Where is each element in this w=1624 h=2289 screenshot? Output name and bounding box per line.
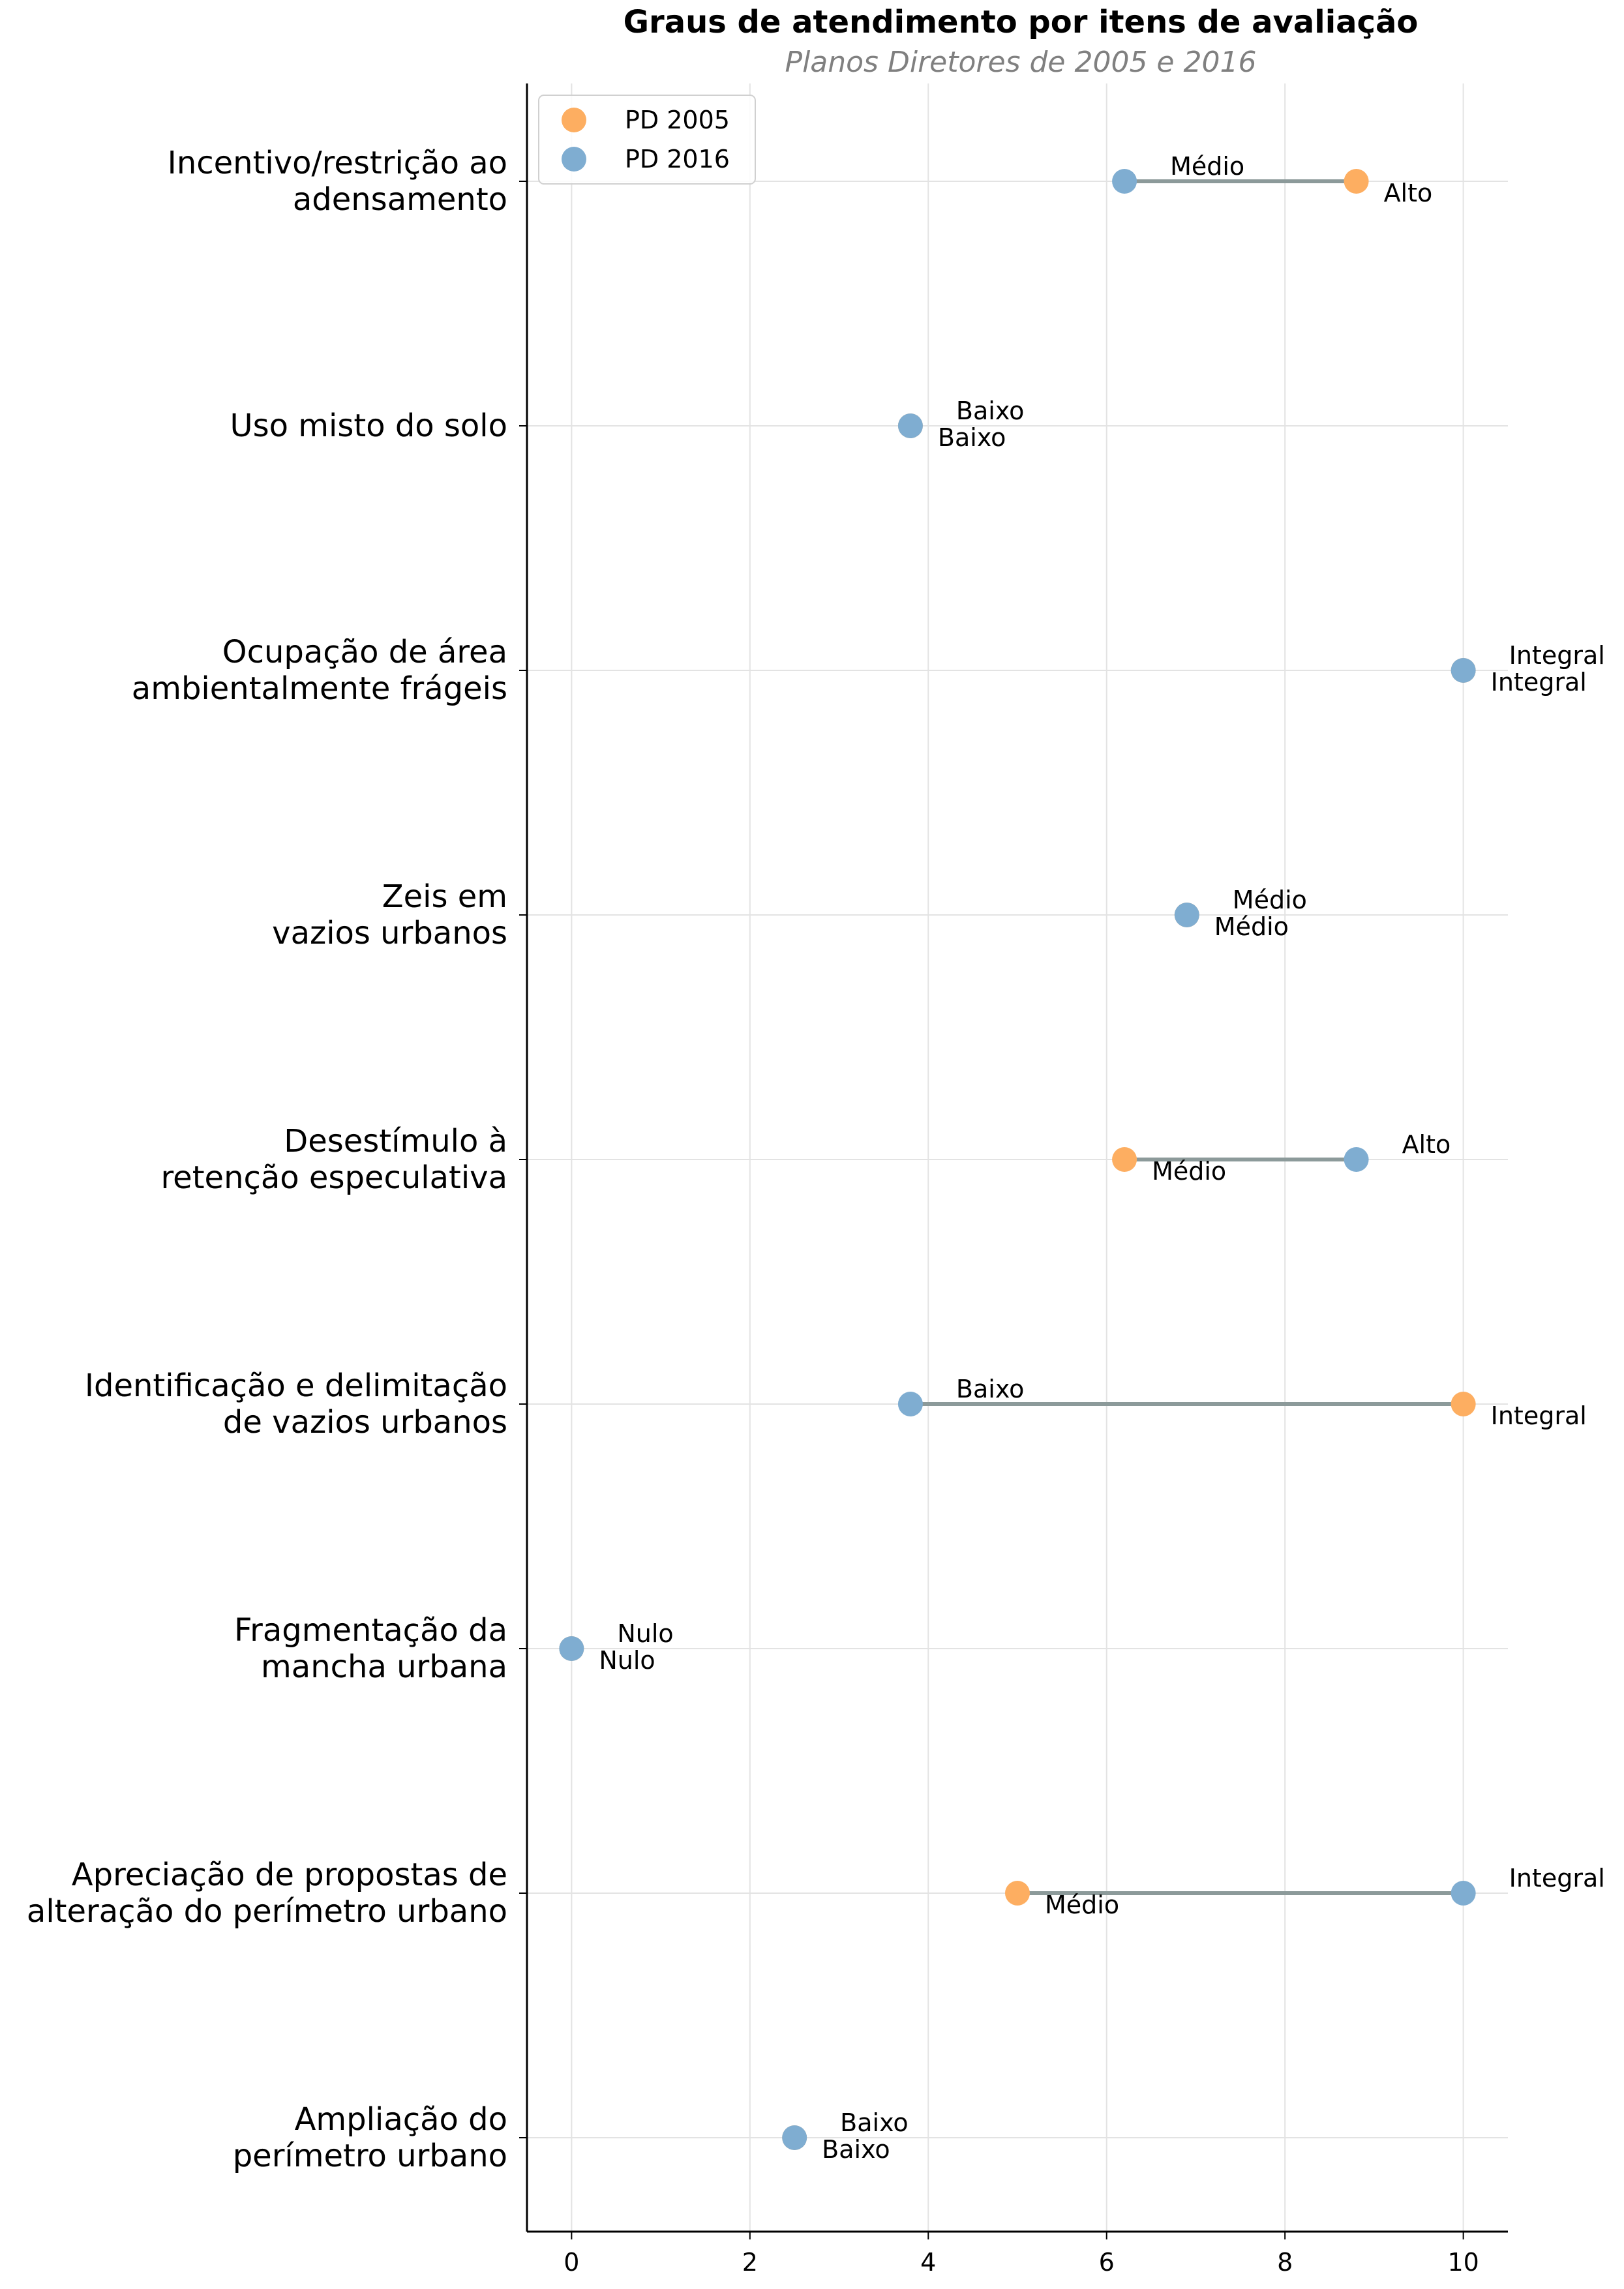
point-labels: MédioAltoBaixoBaixoIntegralIntegralMédio… bbox=[599, 152, 1604, 2164]
category-label: Identificação e delimitação de vazios urb… bbox=[85, 1368, 507, 1441]
category-label: Incentivo/restrição ao adensamento bbox=[168, 145, 507, 218]
label-pd2016: Médio bbox=[1170, 152, 1244, 181]
label-pd2005: Integral bbox=[1491, 1401, 1587, 1430]
point-pd2016 bbox=[1174, 903, 1199, 927]
point-pd2005 bbox=[1005, 1881, 1030, 1906]
point-pd2016 bbox=[1451, 1881, 1476, 1906]
label-pd2016: Baixo bbox=[956, 1375, 1024, 1403]
label-pd2005: Médio bbox=[1214, 912, 1289, 941]
category-label: Apreciação de propostas de alteração do p… bbox=[27, 1857, 507, 1930]
x-tick-label: 4 bbox=[920, 2248, 936, 2277]
point-pd2016 bbox=[1112, 169, 1137, 194]
chart-title: Graus de atendimento por itens de avalia… bbox=[624, 4, 1419, 40]
label-pd2016: Nulo bbox=[617, 1619, 673, 1648]
label-pd2016: Baixo bbox=[956, 396, 1024, 425]
x-tick-label: 8 bbox=[1277, 2248, 1293, 2277]
point-pd2016 bbox=[897, 1392, 923, 1416]
category-label: Ampliação do perímetro urbano bbox=[233, 2101, 507, 2174]
point-pd2005 bbox=[1112, 1147, 1137, 1172]
x-tick-label: 0 bbox=[564, 2248, 579, 2277]
chart-subtitle: Planos Diretores de 2005 e 2016 bbox=[785, 46, 1257, 79]
label-pd2005: Alto bbox=[1384, 179, 1433, 207]
label-pd2005: Integral bbox=[1491, 668, 1587, 696]
connectors bbox=[910, 179, 1464, 1895]
category-label: Ocupação de área ambientalmente frágeis bbox=[132, 634, 507, 707]
x-tick-label: 6 bbox=[1099, 2248, 1115, 2277]
label-pd2016: Integral bbox=[1509, 641, 1605, 670]
point-pd2005 bbox=[1451, 1392, 1476, 1416]
label-pd2016: Alto bbox=[1402, 1130, 1451, 1159]
point-pd2005 bbox=[1344, 169, 1369, 194]
legend: PD 2005 PD 2016 bbox=[538, 95, 756, 185]
point-pd2016 bbox=[897, 413, 923, 438]
label-pd2005: Médio bbox=[1045, 1891, 1119, 1919]
legend-entry: PD 2016 bbox=[625, 145, 730, 173]
label-pd2005: Médio bbox=[1152, 1157, 1226, 1186]
category-label: Uso misto do solo bbox=[230, 408, 507, 444]
point-pd2016 bbox=[1344, 1147, 1369, 1172]
legend-marker bbox=[562, 147, 586, 172]
legend-marker bbox=[562, 108, 586, 132]
legend-entry: PD 2005 bbox=[625, 106, 730, 134]
category-label: Desestímulo à retenção especulativa bbox=[161, 1123, 508, 1196]
axes: 0 2 4 6 8 10 Incentivo/restrição ao adensamento… bbox=[27, 83, 1508, 2277]
legend-box bbox=[538, 95, 756, 185]
label-pd2005: Baixo bbox=[938, 423, 1006, 452]
data-points bbox=[559, 169, 1476, 2150]
x-tick-label: 10 bbox=[1447, 2248, 1479, 2277]
label-pd2016: Integral bbox=[1509, 1864, 1605, 1893]
label-pd2005: Baixo bbox=[822, 2135, 890, 2164]
point-pd2016 bbox=[559, 1636, 584, 1661]
point-pd2016 bbox=[1451, 658, 1476, 683]
category-label: Zeis em vazios urbanos bbox=[272, 878, 507, 951]
label-pd2016: Baixo bbox=[840, 2108, 908, 2137]
x-tick-label: 2 bbox=[742, 2248, 758, 2277]
label-pd2005: Nulo bbox=[599, 1646, 655, 1675]
category-label: Fragmentação da mancha urbana bbox=[234, 1612, 507, 1685]
point-pd2016 bbox=[782, 2125, 807, 2150]
label-pd2016: Médio bbox=[1233, 886, 1307, 914]
